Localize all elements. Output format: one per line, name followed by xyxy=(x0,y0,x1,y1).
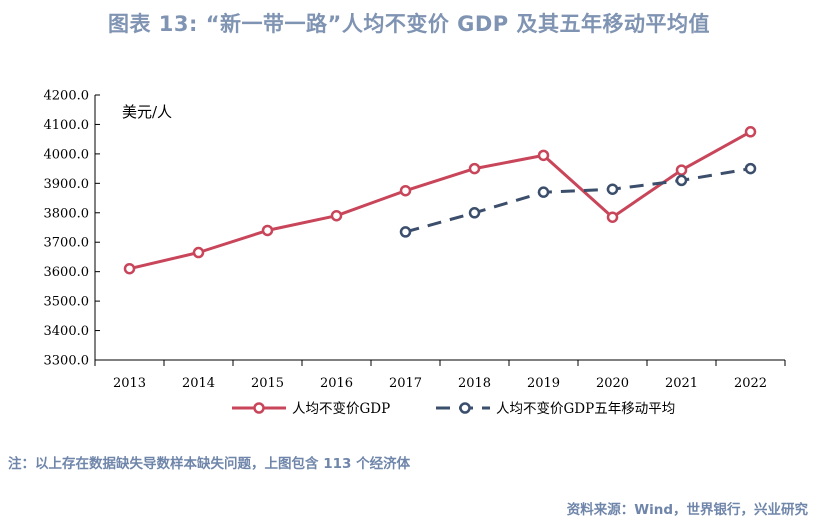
x-tick-label: 2013 xyxy=(113,376,146,391)
y-tick-label: 3600.0 xyxy=(44,265,90,280)
data-point xyxy=(606,211,619,223)
data-point xyxy=(468,162,481,175)
data-point xyxy=(261,224,274,237)
data-point xyxy=(399,184,412,197)
y-tick-label: 3400.0 xyxy=(44,324,90,339)
data-point xyxy=(744,126,757,138)
y-tick-label: 3500.0 xyxy=(44,295,90,310)
y-axis-unit-label: 美元/人 xyxy=(122,103,172,121)
y-tick-label: 3300.0 xyxy=(44,354,90,369)
y-tick-label: 3900.0 xyxy=(44,177,90,192)
data-point xyxy=(675,174,688,187)
legend-label-2: 人均不变价GDP五年移动平均 xyxy=(496,401,675,417)
series-line-1 xyxy=(129,130,752,271)
x-tick-label: 2020 xyxy=(596,376,629,391)
y-tick-label: 4200.0 xyxy=(44,89,90,104)
data-point xyxy=(675,164,688,176)
y-tick-label: 3700.0 xyxy=(44,236,90,251)
legend-marker-2 xyxy=(459,402,471,414)
x-tick-label: 2015 xyxy=(251,376,284,391)
data-point xyxy=(537,186,550,198)
data-point xyxy=(468,207,481,219)
x-tick-label: 2014 xyxy=(182,376,215,391)
data-point xyxy=(192,246,205,259)
source-text: 资料来源：Wind，世界银行，兴业研究 xyxy=(566,502,808,518)
chart-title: 图表 13: “新一带一路”人均不变价 GDP 及其五年移动平均值 xyxy=(107,12,711,36)
x-tick-label: 2019 xyxy=(527,376,560,391)
data-point xyxy=(399,226,412,238)
x-tick-label: 2018 xyxy=(458,376,491,391)
x-tick-label: 2021 xyxy=(665,376,698,391)
footnote: 注：以上存在数据缺失导数样本缺失问题，上图包含 113 个经济体 xyxy=(8,456,411,472)
data-point xyxy=(606,183,619,195)
data-point xyxy=(123,262,136,275)
legend-label-1: 人均不变价GDP xyxy=(292,401,390,417)
x-tick-label: 2022 xyxy=(734,376,767,391)
y-tick-label: 4100.0 xyxy=(44,118,90,133)
series-line-2 xyxy=(405,167,751,234)
data-point xyxy=(330,209,343,222)
data-point xyxy=(744,162,757,175)
legend-marker-1 xyxy=(253,402,265,414)
line-chart: 3300.0 3400.0 3500.0 3600.0 3700.0 3800.0 3900… xyxy=(44,89,786,417)
x-tick-label: 2016 xyxy=(320,376,353,391)
data-point xyxy=(537,149,550,162)
x-tick-label: 2017 xyxy=(389,376,422,391)
y-tick-label: 4000.0 xyxy=(44,147,90,162)
y-tick-label: 3800.0 xyxy=(44,206,90,221)
